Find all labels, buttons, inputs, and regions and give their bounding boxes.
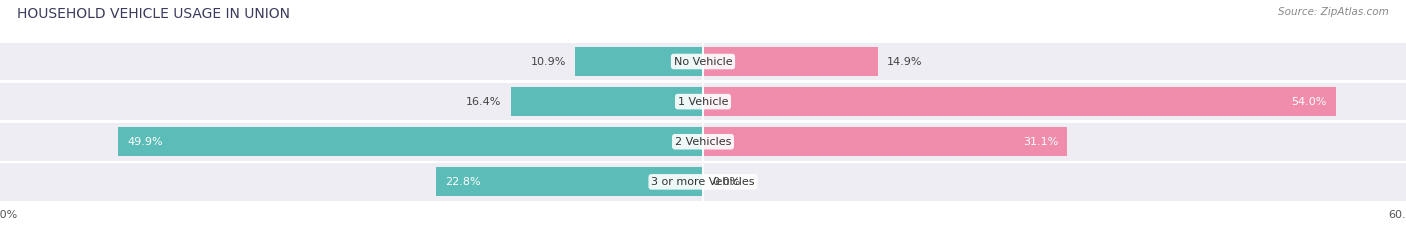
Bar [0, 163, 1406, 201]
Text: 16.4%: 16.4% [467, 97, 502, 107]
Bar [0, 123, 1406, 161]
Text: 31.1%: 31.1% [1022, 137, 1057, 147]
Bar [510, 87, 703, 116]
Text: 0.0%: 0.0% [713, 177, 741, 187]
Bar [703, 47, 877, 76]
Text: 49.9%: 49.9% [128, 137, 163, 147]
Text: 14.9%: 14.9% [887, 56, 922, 66]
Text: 3 or more Vehicles: 3 or more Vehicles [651, 177, 755, 187]
Bar [436, 167, 703, 196]
Text: HOUSEHOLD VEHICLE USAGE IN UNION: HOUSEHOLD VEHICLE USAGE IN UNION [17, 7, 290, 21]
Bar [118, 127, 703, 156]
Bar [575, 47, 703, 76]
Text: 1 Vehicle: 1 Vehicle [678, 97, 728, 107]
Bar [703, 127, 1067, 156]
Text: 10.9%: 10.9% [530, 56, 565, 66]
Text: 22.8%: 22.8% [446, 177, 481, 187]
Text: 2 Vehicles: 2 Vehicles [675, 137, 731, 147]
Bar [0, 83, 1406, 121]
Text: 54.0%: 54.0% [1291, 97, 1326, 107]
Text: Source: ZipAtlas.com: Source: ZipAtlas.com [1278, 7, 1389, 17]
Bar [0, 43, 1406, 80]
Text: No Vehicle: No Vehicle [673, 56, 733, 66]
Bar [703, 87, 1336, 116]
